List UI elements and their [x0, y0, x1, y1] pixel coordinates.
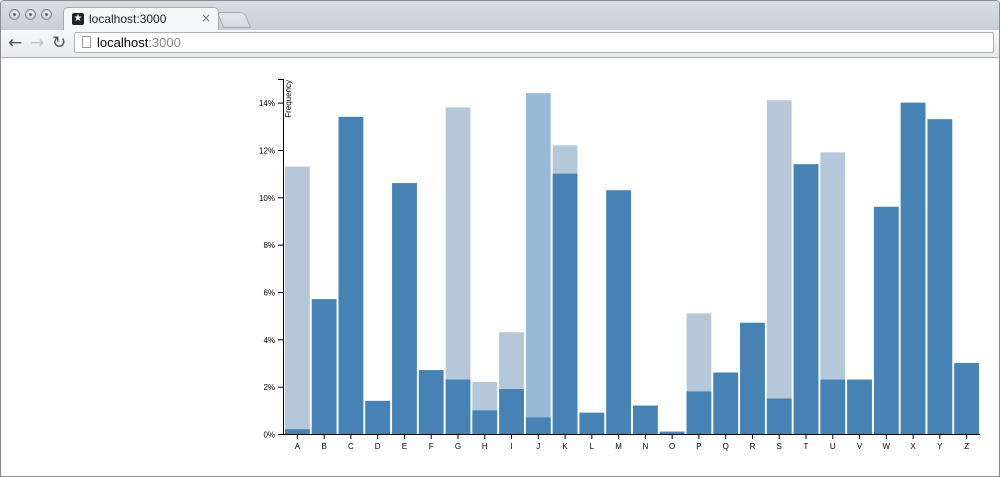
bar-dark-w [873, 206, 899, 434]
page-icon [82, 36, 91, 48]
y-axis-label: Frequency [284, 80, 293, 118]
x-tick-label-j: J [536, 442, 540, 451]
bar-light-j [525, 93, 551, 434]
forward-icon[interactable]: → [30, 33, 45, 53]
x-tick-label-i: I [510, 442, 512, 451]
x-tick-label-m: M [615, 442, 622, 451]
bar-dark-z [954, 363, 979, 434]
bar-dark-v [847, 379, 872, 434]
tab-title: localhost:3000 [89, 12, 167, 26]
browser-toolbar: ← → ↻ localhost:3000 [1, 30, 999, 58]
url-port: :3000 [148, 35, 181, 50]
tab-strip: ★ localhost:3000 × [1, 1, 999, 30]
x-tick-label-l: L [590, 442, 595, 451]
tab-close-icon[interactable]: × [200, 11, 211, 25]
x-tick-label-y: Y [937, 442, 943, 451]
bar-dark-e [392, 183, 417, 434]
x-tick-label-n: N [642, 442, 648, 451]
x-tick-label-s: S [777, 442, 782, 451]
address-bar[interactable]: localhost:3000 [74, 32, 994, 53]
y-tick-label-2: 2% [263, 383, 275, 392]
x-tick-label-u: U [830, 442, 836, 451]
close-window-button[interactable] [9, 9, 20, 20]
x-tick-label-h: H [482, 442, 488, 451]
url-text: localhost:3000 [97, 35, 181, 50]
bar-dark-g [445, 379, 471, 434]
x-tick-label-q: Q [723, 442, 729, 451]
bar-dark-o [659, 431, 685, 434]
bar-dark-j [525, 417, 551, 434]
tab-localhost[interactable]: ★ localhost:3000 × [63, 7, 219, 30]
x-tick-label-r: R [750, 442, 756, 451]
bar-dark-q [713, 372, 739, 434]
x-tick-label-d: D [375, 442, 381, 451]
bar-dark-n [633, 405, 658, 434]
y-axis: 0% 2% 4% 6% 8% 10% 12% 14% [259, 79, 284, 440]
x-tick-label-a: A [295, 442, 301, 451]
bar-dark-x [900, 102, 926, 434]
page-viewport: 0% 2% 4% 6% 8% 10% 12% 14% A B C D E F G H I J K L M N O P Q R S T… [1, 58, 999, 476]
x-tick-label-t: T [804, 442, 809, 451]
y-tick-label-4: 4% [263, 336, 275, 345]
bar-dark-p [686, 391, 712, 434]
x-axis: A B C D E F G H I J K L M N O P Q R S T U V W X Y Z [283, 434, 980, 451]
bar-dark-u [820, 379, 846, 434]
bar-dark-f [418, 370, 444, 434]
bar-dark-a [285, 429, 310, 434]
back-icon[interactable]: ← [8, 33, 23, 53]
y-tick-label-6: 6% [263, 289, 275, 298]
favicon-icon: ★ [72, 13, 84, 25]
bar-dark-l [579, 412, 605, 434]
x-tick-label-w: W [883, 442, 891, 451]
bar-dark-r [740, 322, 765, 434]
y-tick-label-10: 10% [259, 194, 275, 203]
x-tick-label-g: G [455, 442, 461, 451]
bar-dark-i [499, 389, 524, 434]
y-tick-label-8: 8% [263, 241, 275, 250]
x-tick-label-z: Z [964, 442, 969, 451]
bar-dark-k [552, 173, 578, 434]
x-tick-label-k: K [562, 442, 568, 451]
y-tick-label-12: 12% [259, 147, 275, 156]
x-tick-label-o: O [669, 442, 675, 451]
bars-group [285, 93, 979, 435]
y-tick-label-0: 0% [263, 431, 275, 440]
x-tick-label-e: E [402, 442, 407, 451]
frequency-chart: 0% 2% 4% 6% 8% 10% 12% 14% A B C D E F G H I J K L M N O P Q R S T… [259, 79, 980, 451]
url-host: localhost [97, 35, 149, 50]
bar-dark-s [766, 398, 792, 434]
bar-light-a [285, 166, 310, 435]
zoom-window-button[interactable] [41, 9, 52, 20]
x-tick-label-x: X [910, 442, 916, 451]
x-tick-label-v: V [857, 442, 863, 451]
reload-icon[interactable]: ↻ [52, 33, 67, 53]
minimize-window-button[interactable] [25, 9, 36, 20]
x-tick-label-f: F [429, 442, 434, 451]
y-tick-label-14: 14% [259, 99, 275, 108]
y-axis-line [278, 79, 284, 435]
x-tick-label-c: C [348, 442, 354, 451]
bar-dark-d [365, 400, 391, 434]
bar-dark-t [793, 164, 819, 434]
bar-light-s [766, 100, 792, 435]
bar-dark-c [338, 116, 364, 434]
bar-dark-m [606, 190, 631, 434]
bar-dark-y [927, 119, 953, 434]
bar-dark-h [472, 410, 498, 434]
x-tick-label-p: P [696, 442, 701, 451]
new-tab-button[interactable] [216, 12, 252, 28]
x-tick-label-b: B [321, 442, 326, 451]
bar-dark-b [311, 299, 337, 434]
